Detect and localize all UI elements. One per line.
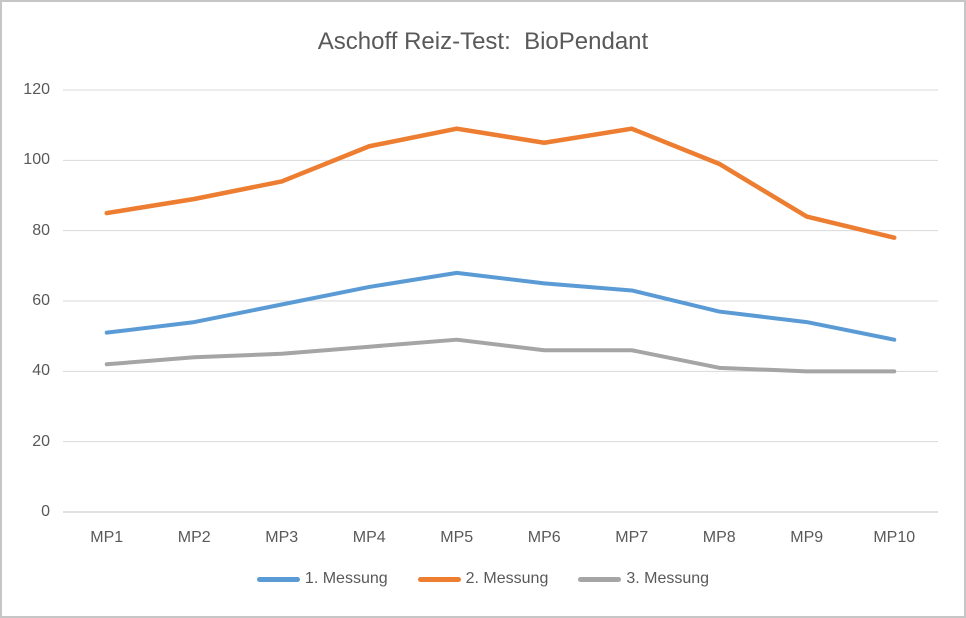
legend-line-swatch (578, 576, 622, 582)
legend-label: 1. Messung (304, 570, 388, 587)
legend-line-swatch (256, 576, 300, 582)
x-tick-label: MP9 (790, 529, 824, 546)
series-line-3 (104, 337, 897, 374)
x-tick-label: MP6 (527, 529, 561, 546)
series-line-1 (104, 270, 897, 342)
chart-title: Aschoff Reiz-Test: BioPendant (317, 28, 649, 55)
x-tick-label: MP5 (440, 529, 474, 546)
x-tick-label: MP7 (615, 529, 649, 546)
y-tick-label: 20 (32, 432, 50, 450)
y-tick-label: 80 (32, 221, 50, 239)
x-tick-label: MP10 (873, 529, 916, 546)
x-tick-label: MP4 (352, 529, 386, 546)
x-tick-label: MP3 (265, 529, 299, 546)
legend: 1. Messung 2. Messung 3. Messung (2, 570, 964, 588)
legend-label: 2. Messung (465, 570, 549, 587)
y-tick-label: 40 (32, 362, 50, 380)
series-line-2 (104, 126, 897, 240)
y-tick-label: 60 (32, 292, 50, 309)
y-tick-label: 120 (23, 81, 50, 98)
legend-label: 3. Messung (626, 570, 710, 587)
y-tick-label: 100 (23, 151, 50, 169)
legend-item-2: 2. Messung (417, 570, 549, 588)
legend-item-1: 1. Messung (256, 570, 388, 588)
x-tick-label: MP2 (177, 529, 211, 546)
x-tick-label: MP1 (90, 529, 124, 546)
legend-item-3: 3. Messung (578, 570, 709, 588)
legend-line-swatch (417, 576, 461, 582)
x-tick-label: MP8 (702, 529, 736, 546)
y-tick-label: 0 (41, 503, 50, 520)
